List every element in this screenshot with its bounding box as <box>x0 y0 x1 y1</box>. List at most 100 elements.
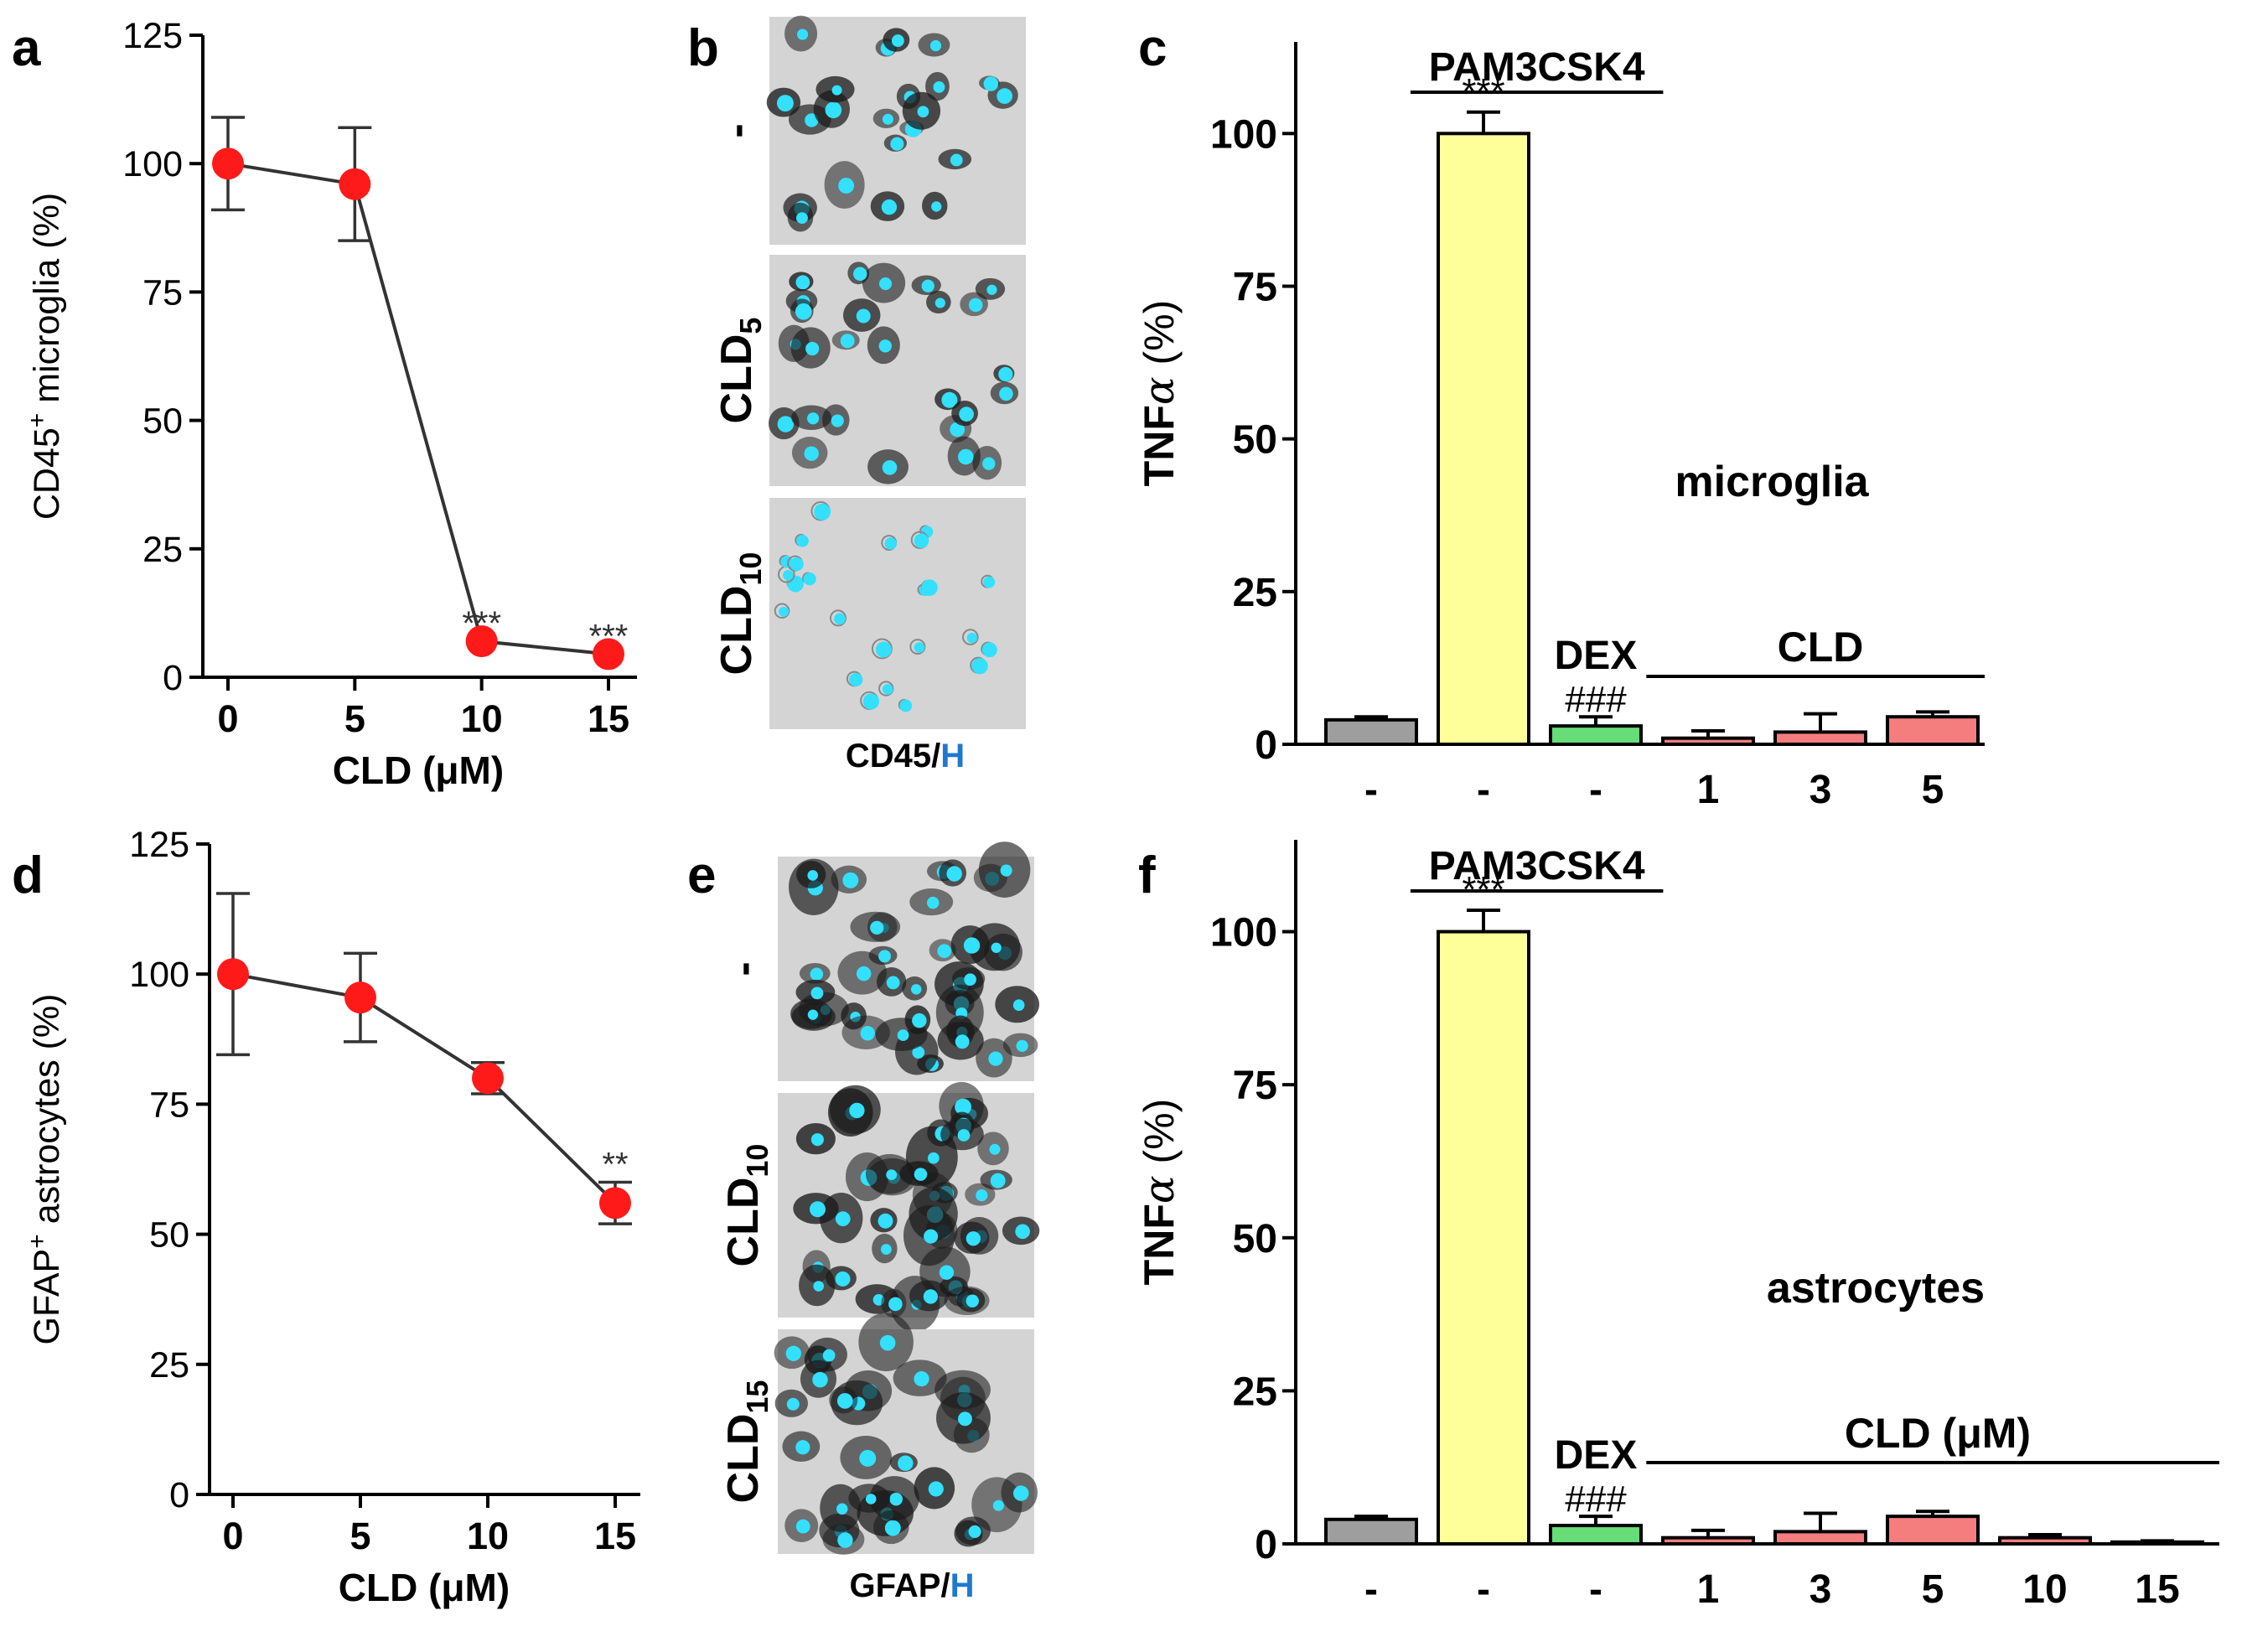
x-tick-label: 10 <box>2022 1567 2067 1612</box>
y-tick-label: 75 <box>1233 1064 1277 1108</box>
nucleus <box>888 1297 903 1312</box>
nucleus <box>882 460 898 475</box>
nucleus <box>959 407 974 422</box>
x-tick-label: 15 <box>588 697 629 740</box>
x-tick-label: 10 <box>461 697 503 740</box>
nucleus <box>910 984 922 995</box>
pam-group-label: PAM3CSK4 <box>1429 45 1645 90</box>
bar <box>1773 730 1867 746</box>
nucleus <box>939 1265 955 1280</box>
panel-letter-e: e <box>687 847 716 904</box>
nucleus <box>917 106 929 118</box>
nucleus <box>914 1168 928 1181</box>
x-tick-label: - <box>1477 768 1490 812</box>
significance-label: *** <box>462 605 501 642</box>
panel-letter-c: c <box>1138 19 1167 77</box>
nucleus <box>963 937 981 954</box>
nucleus <box>796 535 809 547</box>
nucleus <box>921 279 935 293</box>
nucleus <box>966 632 978 644</box>
row-label: CLD10 <box>719 1144 774 1267</box>
y-tick-label: 25 <box>1233 571 1277 615</box>
dex-label: DEX <box>1555 1433 1638 1478</box>
x-axis-label: CLD (μM) <box>333 748 504 792</box>
row-label-main: CLD <box>712 334 761 424</box>
y-axis-label-rest: (%) <box>1136 1099 1183 1176</box>
nucleus <box>927 1152 940 1164</box>
nucleus <box>988 1051 1003 1066</box>
nucleus <box>935 298 945 308</box>
y-tick-label: 125 <box>129 825 189 865</box>
caption-b: CD45/H <box>771 738 1039 775</box>
nucleus <box>810 987 824 1000</box>
nucleus <box>912 1012 927 1028</box>
nucleus <box>957 1411 972 1427</box>
nucleus <box>860 1026 875 1041</box>
y-tick-label: 25 <box>142 530 183 570</box>
nucleus <box>937 944 952 959</box>
nucleus <box>878 950 892 963</box>
x-tick-label: - <box>1589 1567 1602 1612</box>
y-axis-label-rest: (%) <box>1136 300 1183 377</box>
x-tick-label: 0 <box>222 1515 243 1557</box>
nucleus <box>813 1281 825 1292</box>
row-label: CLD10 <box>712 552 768 676</box>
nucleus <box>865 1494 877 1504</box>
y-axis-label-sup: + <box>23 413 51 428</box>
y-axis-label-main: TNF <box>1136 405 1183 486</box>
nucleus <box>879 1334 896 1351</box>
panel-letter-d: d <box>12 847 44 904</box>
panel-letter-b: b <box>687 19 719 77</box>
nucleus <box>991 942 1002 953</box>
nucleus <box>950 422 966 438</box>
nucleus <box>842 872 859 888</box>
bar <box>1437 132 1530 747</box>
cell-outline <box>871 638 893 660</box>
y-tick-label: 25 <box>149 1345 189 1385</box>
nucleus <box>859 1449 877 1467</box>
nucleus <box>878 339 892 353</box>
nucleus <box>992 1499 1004 1511</box>
bar <box>1549 1524 1643 1546</box>
cell-outline <box>774 603 790 619</box>
x-tick-label: 5 <box>1922 1567 1944 1612</box>
nucleus <box>880 1244 892 1255</box>
y-axis-label-rest: microglia (%) <box>27 193 67 413</box>
nucleus <box>928 1481 944 1497</box>
x-tick-label: 15 <box>594 1515 636 1557</box>
y-tick-label: 0 <box>1255 723 1277 768</box>
row-label-main: CLD <box>719 1414 768 1504</box>
y-axis-label: CD45+ microglia (%) <box>23 193 67 520</box>
nucleus <box>924 1229 939 1244</box>
cell-outline <box>909 639 926 655</box>
nucleus <box>849 672 863 687</box>
nucleus <box>1015 1224 1030 1240</box>
nucleus <box>812 1371 828 1388</box>
nucleus <box>807 412 820 425</box>
nucleus <box>881 199 898 215</box>
row-label-main: CLD <box>719 1178 768 1267</box>
row-label-sub: 10 <box>740 1144 774 1178</box>
nucleus <box>1012 1485 1029 1501</box>
x-tick-label: 5 <box>1922 768 1944 812</box>
nucleus <box>837 1532 853 1548</box>
nucleus <box>776 95 794 112</box>
nucleus <box>790 557 804 572</box>
nucleus <box>795 303 812 320</box>
row-label: - <box>719 961 768 976</box>
y-tick-label: 100 <box>1210 112 1277 157</box>
nucleus <box>1016 1039 1028 1052</box>
x-tick-label: 3 <box>1810 768 1832 812</box>
nucleus <box>1000 864 1012 877</box>
nucleus <box>957 1129 971 1142</box>
nucleus <box>862 693 879 710</box>
row-label-main: - <box>719 961 768 976</box>
y-tick-label: 75 <box>149 1085 189 1125</box>
y-tick-label: 50 <box>1233 1217 1277 1261</box>
nucleus <box>976 1189 988 1202</box>
nucleus <box>853 267 867 281</box>
